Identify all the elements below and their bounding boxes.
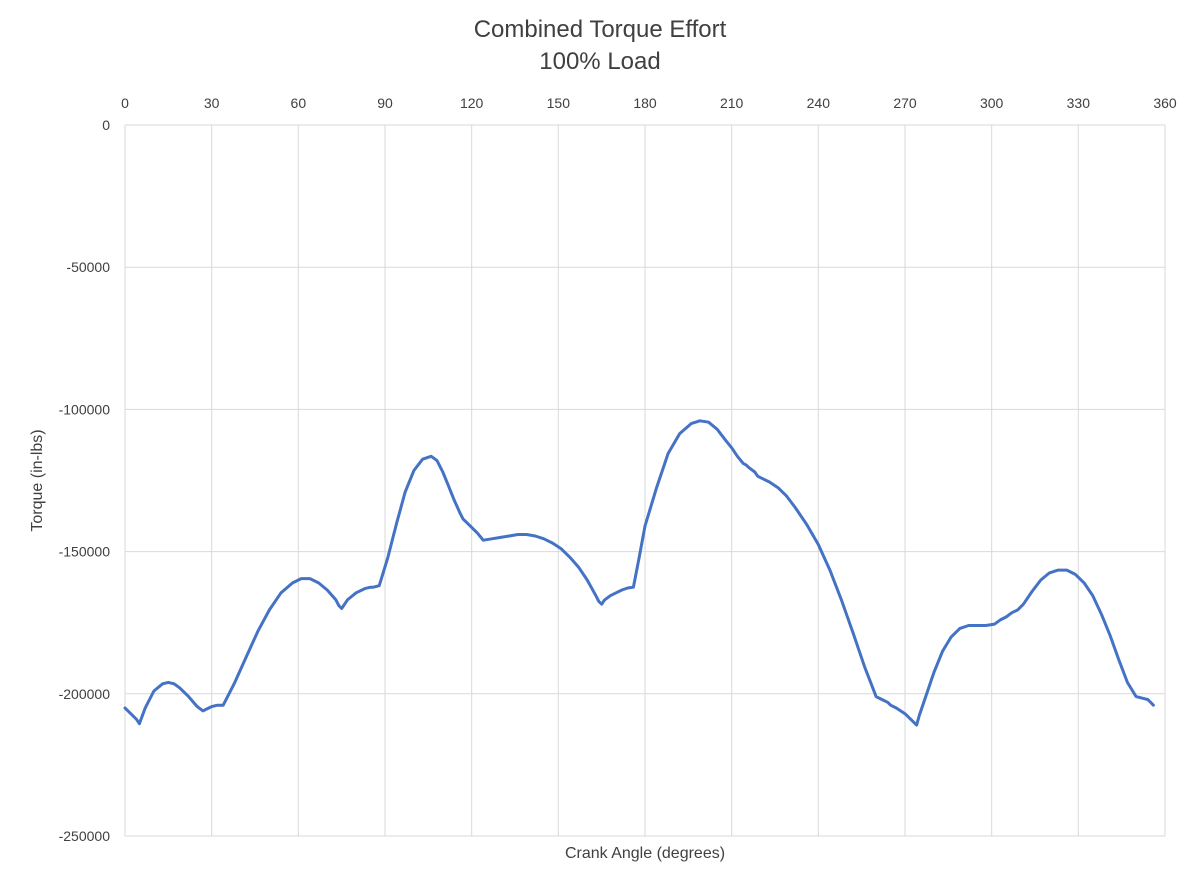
x-axis-title: Crank Angle (degrees) <box>565 845 725 862</box>
y-tick-label: -50000 <box>66 259 110 275</box>
x-tick-label: 120 <box>460 95 484 111</box>
y-tick-label: -150000 <box>59 544 111 560</box>
y-tick-label: -100000 <box>59 401 111 417</box>
y-axis-title: Torque (in-lbs) <box>29 429 46 531</box>
gridlines <box>124 124 1166 837</box>
chart-title-block: Combined Torque Effort 100% Load <box>0 14 1200 78</box>
x-tick-label: 150 <box>547 95 571 111</box>
x-tick-label: 30 <box>204 95 220 111</box>
y-tick-labels: 0 -50000 -100000 -150000 -200000 -250000 <box>59 117 111 844</box>
x-tick-label: 240 <box>807 95 831 111</box>
x-tick-label: 270 <box>893 95 917 111</box>
chart-subtitle: 100% Load <box>539 48 661 75</box>
series-line-torque <box>123 419 1155 727</box>
x-tick-label: 90 <box>377 95 393 111</box>
x-tick-label: 360 <box>1153 95 1177 111</box>
y-tick-label: 0 <box>102 117 110 133</box>
x-tick-label: 60 <box>291 95 307 111</box>
chart-title: Combined Torque Effort <box>473 16 727 43</box>
y-tick-label: -200000 <box>59 686 111 702</box>
y-tick-label: -250000 <box>59 828 111 844</box>
x-tick-label: 210 <box>720 95 744 111</box>
x-tick-labels: 0 30 60 90 120 150 180 210 240 270 300 330 360 <box>121 95 1177 111</box>
x-tick-label: 180 <box>633 95 657 111</box>
x-tick-label: 0 <box>121 95 129 111</box>
x-tick-label: 300 <box>980 95 1004 111</box>
x-tick-label: 330 <box>1067 95 1091 111</box>
